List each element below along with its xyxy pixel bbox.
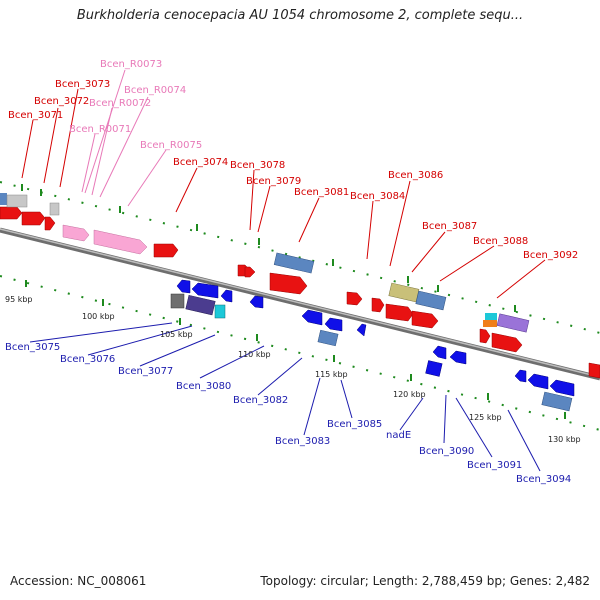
gene-bcen-3094-b[interactable] xyxy=(549,379,575,397)
gene-forward-edge[interactable] xyxy=(588,362,600,379)
gene-blue-3094[interactable] xyxy=(541,391,573,412)
gene-label[interactable]: Bcen_3092 xyxy=(523,250,578,261)
gene-bcen-3081-blue[interactable] xyxy=(273,252,315,274)
gene-bcen-3077[interactable] xyxy=(220,289,233,303)
gene-bcen-3081[interactable] xyxy=(269,272,308,295)
gene-label[interactable]: Bcen_3088 xyxy=(473,236,528,247)
reverse-leaders xyxy=(29,322,541,472)
gene-bcen-3091[interactable] xyxy=(514,369,527,383)
gene-bcen-3071[interactable] xyxy=(0,206,23,220)
kbp-label: 100 kbp xyxy=(82,312,115,321)
gene-label[interactable]: Bcen_3085 xyxy=(327,419,382,430)
gene-label[interactable]: Bcen_3083 xyxy=(275,436,330,447)
gene-label[interactable]: Bcen_3073 xyxy=(55,79,110,90)
gene-label[interactable]: Bcen_3080 xyxy=(176,381,231,392)
gene-label[interactable]: Bcen_3087 xyxy=(422,221,477,232)
gene-label[interactable]: Bcen_3079 xyxy=(246,176,301,187)
gene-label[interactable]: Bcen_3074 xyxy=(173,157,228,168)
reverse-genes xyxy=(176,279,575,397)
gene-bcen-3073[interactable] xyxy=(44,216,56,231)
gene-label[interactable]: Bcen_3084 xyxy=(350,191,405,202)
gene-bcen-3076[interactable] xyxy=(191,282,219,299)
gene-bcen-3084[interactable] xyxy=(346,291,363,306)
reverse-gene-labels: Bcen_3075 Bcen_3076 Bcen_3077 Bcen_3080 … xyxy=(5,342,571,485)
rna-label[interactable]: Bcen_R0074 xyxy=(124,85,186,96)
gene-blue-lower[interactable] xyxy=(317,329,339,347)
chromosome-backbone xyxy=(0,227,600,381)
gene-indigo[interactable] xyxy=(185,294,216,316)
rna-label[interactable]: Bcen_R0073 xyxy=(100,59,162,70)
gene-khaki[interactable] xyxy=(388,282,420,303)
gene-blue-3088[interactable] xyxy=(415,290,447,311)
gene-cyan[interactable] xyxy=(485,313,497,320)
gene-label[interactable]: Bcen_3076 xyxy=(60,354,115,365)
rna-label[interactable]: Bcen_R0072 xyxy=(89,98,151,109)
rna-bcen-r0075[interactable] xyxy=(93,229,148,255)
gene-purple[interactable] xyxy=(496,313,530,333)
gene-bcen-3087[interactable] xyxy=(385,303,414,322)
forward-gene-labels: Bcen_3071 Bcen_3072 Bcen_3073 Bcen_3074 … xyxy=(8,79,578,261)
major-ticks xyxy=(21,184,566,419)
kbp-label: 105 kbp xyxy=(160,330,193,339)
rna-leaders xyxy=(81,69,167,207)
gene-bcen-3090[interactable] xyxy=(449,350,467,365)
forward-leaders xyxy=(21,88,546,299)
gene-label[interactable]: Bcen_3082 xyxy=(233,395,288,406)
gene-nade-a[interactable] xyxy=(432,345,447,360)
gene-grey-dark[interactable] xyxy=(170,293,185,309)
rna-bcen-r0071[interactable] xyxy=(62,224,90,242)
kbp-label: 120 kbp xyxy=(393,390,426,399)
gene-bcen-3083[interactable] xyxy=(324,317,343,332)
gene-bcen-3080[interactable] xyxy=(249,295,264,309)
gene-forward-small[interactable] xyxy=(479,328,491,344)
gene-bcen-3072[interactable] xyxy=(21,211,46,226)
topology-summary: Topology: circular; Length: 2,788,459 bp… xyxy=(260,574,590,588)
gene-bcen-3094-a[interactable] xyxy=(527,373,549,390)
gene-label[interactable]: Bcen_3071 xyxy=(8,110,63,121)
forward-other-features xyxy=(0,193,530,333)
lower-tick-row xyxy=(0,275,600,431)
gene-grey-3071[interactable] xyxy=(6,194,28,208)
gene-label[interactable]: Bcen_3091 xyxy=(467,460,522,471)
gene-label[interactable]: Bcen_3078 xyxy=(230,160,285,171)
reverse-other-features xyxy=(170,293,573,412)
gene-label[interactable]: nadE xyxy=(386,430,411,441)
upper-tick-row xyxy=(0,181,600,334)
gene-grey-small[interactable] xyxy=(49,202,60,216)
gene-label[interactable]: Bcen_3081 xyxy=(294,187,349,198)
gene-bcen-3088[interactable] xyxy=(411,310,439,329)
gene-nade[interactable] xyxy=(425,360,443,377)
gene-bcen-3079[interactable] xyxy=(244,266,256,278)
rna-label[interactable]: Bcen_R0075 xyxy=(140,140,202,151)
gene-bcen-3074[interactable] xyxy=(153,243,179,258)
accession-text: Accession: NC_008061 xyxy=(10,574,147,588)
kbp-label: 95 kbp xyxy=(5,295,33,304)
gene-bcen-3085[interactable] xyxy=(356,323,367,337)
gene-edge-blue[interactable] xyxy=(0,193,7,205)
rna-label[interactable]: Bcen_R0071 xyxy=(69,124,131,135)
rna-gene-labels: Bcen_R0073 Bcen_R0074 Bcen_R0072 Bcen_R0… xyxy=(69,59,202,151)
gene-label[interactable]: Bcen_3090 xyxy=(419,446,474,457)
kbp-label: 130 kbp xyxy=(548,435,581,444)
kbp-label: 110 kbp xyxy=(238,350,271,359)
kbp-label: 115 kbp xyxy=(315,370,348,379)
kbp-label: 125 kbp xyxy=(469,413,502,422)
gene-label[interactable]: Bcen_3075 xyxy=(5,342,60,353)
gene-bcen-3092[interactable] xyxy=(491,332,523,353)
gene-label[interactable]: Bcen_3094 xyxy=(516,474,571,485)
forward-genes xyxy=(0,206,600,379)
gene-bcen-3075[interactable] xyxy=(176,279,191,294)
gene-label[interactable]: Bcen_3086 xyxy=(388,170,443,181)
gene-label[interactable]: Bcen_3072 xyxy=(34,96,89,107)
kbp-scale: 95 kbp 100 kbp 105 kbp 110 kbp 115 kbp 1… xyxy=(5,295,581,444)
map-title: Burkholderia cenocepacia AU 1054 chromos… xyxy=(76,8,524,23)
gene-bcen-3082[interactable] xyxy=(301,309,323,326)
gene-cyan-lower[interactable] xyxy=(214,304,226,319)
gene-orange[interactable] xyxy=(483,320,497,327)
gene-bcen-3086[interactable] xyxy=(371,297,385,313)
gene-label[interactable]: Bcen_3077 xyxy=(118,366,173,377)
